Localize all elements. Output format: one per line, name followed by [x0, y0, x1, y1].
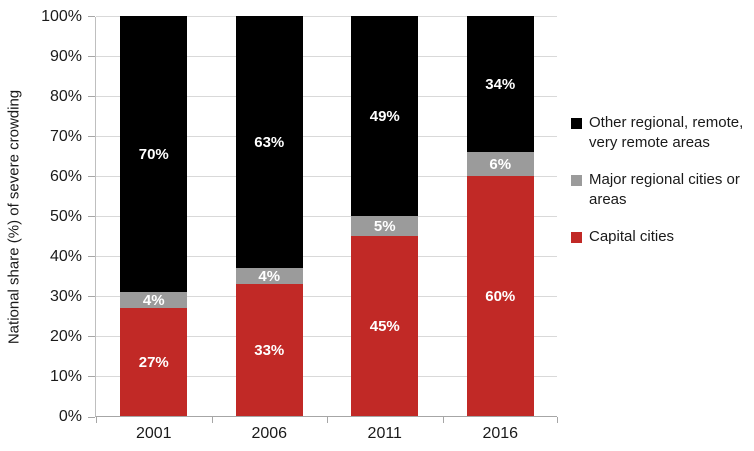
- y-tick-label: 80%: [49, 88, 82, 105]
- segment-data-label: 6%: [489, 155, 512, 173]
- bar-2016: 60% 6% 34%: [466, 16, 534, 416]
- y-axis-tick: [88, 376, 95, 377]
- legend-item-major-regional-cities-or-areas: Major regional cities or areas: [571, 170, 751, 210]
- y-axis-tick: [88, 16, 95, 17]
- gridline-80%: [96, 96, 557, 97]
- y-tick-label: 40%: [49, 248, 82, 265]
- gridline-30%: [96, 296, 557, 297]
- gridline-90%: [96, 56, 557, 57]
- legend-item-other-regional-remote-very-remote-areas: Other regional, remote, very remote area…: [571, 113, 751, 153]
- x-axis-tick: [557, 417, 558, 423]
- segment-2011-capital-cities: 45%: [351, 236, 419, 416]
- y-tick-label: 10%: [49, 368, 82, 385]
- y-tick-label: 50%: [49, 208, 82, 225]
- segment-2011-major-regional-cities-or-areas: 5%: [351, 216, 419, 236]
- y-tick-label: 90%: [49, 48, 82, 65]
- x-tick-label-2016: 2016: [482, 425, 519, 442]
- segment-2016-other-regional-remote-very-remote-areas: 34%: [466, 16, 534, 152]
- x-tick-label-2011: 2011: [367, 425, 402, 442]
- segment-data-label: 49%: [369, 107, 400, 125]
- segment-data-label: 27%: [138, 353, 169, 371]
- segment-2006-other-regional-remote-very-remote-areas: 63%: [235, 16, 303, 268]
- gridline-60%: [96, 176, 557, 177]
- gridline-40%: [96, 256, 557, 257]
- x-tick-label-2001: 2001: [135, 425, 172, 442]
- x-tick-label-2006: 2006: [251, 425, 288, 442]
- gridline-20%: [96, 336, 557, 337]
- segment-2016-capital-cities: 60%: [466, 176, 534, 416]
- gridline-50%: [96, 216, 557, 217]
- gridline-10%: [96, 376, 557, 377]
- segment-data-label: 5%: [373, 217, 396, 235]
- y-tick-label: 20%: [49, 328, 82, 345]
- y-axis-tick: [88, 296, 95, 297]
- segment-2001-major-regional-cities-or-areas: 4%: [120, 291, 188, 309]
- segment-data-label: 34%: [485, 75, 516, 93]
- segment-data-label: 33%: [254, 341, 285, 359]
- bar-2011: 45% 5% 49%: [351, 16, 419, 416]
- bar-2006: 33% 4% 63%: [235, 16, 303, 416]
- y-axis-tick: [88, 256, 95, 257]
- legend-label: Capital cities: [589, 228, 675, 245]
- segment-data-label: 45%: [369, 317, 400, 335]
- bar-2001: 27% 4% 70%: [120, 16, 188, 416]
- y-tick-label: 0%: [58, 408, 82, 425]
- legend-swatch-icon: [571, 232, 582, 243]
- segment-2011-other-regional-remote-very-remote-areas: 49%: [351, 16, 419, 216]
- legend: Other regional, remote, very remote area…: [571, 113, 751, 264]
- y-axis-tick: [88, 56, 95, 57]
- segment-2001-other-regional-remote-very-remote-areas: 70%: [120, 16, 188, 292]
- x-axis-tick: [327, 417, 328, 423]
- segment-data-label: 60%: [485, 287, 516, 305]
- y-axis-tick: [88, 336, 95, 337]
- y-tick-label: 100%: [41, 8, 82, 25]
- y-axis-tick: [88, 176, 95, 177]
- legend-item-capital-cities: Capital cities: [571, 227, 751, 247]
- legend-swatch-icon: [571, 175, 582, 186]
- segment-2006-capital-cities: 33%: [235, 284, 303, 416]
- y-axis-tick: [88, 216, 95, 217]
- x-axis-tick: [442, 417, 444, 423]
- segment-data-label: 4%: [258, 267, 281, 285]
- segment-2006-major-regional-cities-or-areas: 4%: [235, 267, 303, 285]
- gridline-70%: [96, 136, 557, 137]
- plot-area: 0% 10% 20% 30% 40% 50% 60% 70% 80% 90% 100% 27% 4% 70…: [41, 8, 558, 442]
- segment-data-label: 70%: [138, 145, 169, 163]
- y-tick-label: 60%: [49, 168, 82, 185]
- gridline-100%: [96, 16, 557, 17]
- y-axis-title: National share (%) of severe crowding: [5, 89, 23, 345]
- legend-swatch-icon: [571, 118, 582, 129]
- x-axis-tick: [96, 417, 97, 423]
- segment-data-label: 4%: [142, 291, 165, 309]
- segment-2016-major-regional-cities-or-areas: 6%: [466, 152, 534, 176]
- segment-data-label: 63%: [254, 133, 285, 151]
- segment-2001-capital-cities: 27%: [120, 308, 188, 416]
- y-tick-label: 30%: [49, 288, 82, 305]
- y-axis-tick: [88, 96, 95, 97]
- legend-label: Other regional, remote, very remote area…: [589, 114, 744, 151]
- legend-label: Major regional cities or areas: [589, 171, 740, 208]
- y-axis-tick: [88, 136, 95, 137]
- y-tick-label: 70%: [49, 128, 82, 145]
- x-axis-tick: [211, 417, 213, 423]
- y-axis-tick: [88, 417, 95, 418]
